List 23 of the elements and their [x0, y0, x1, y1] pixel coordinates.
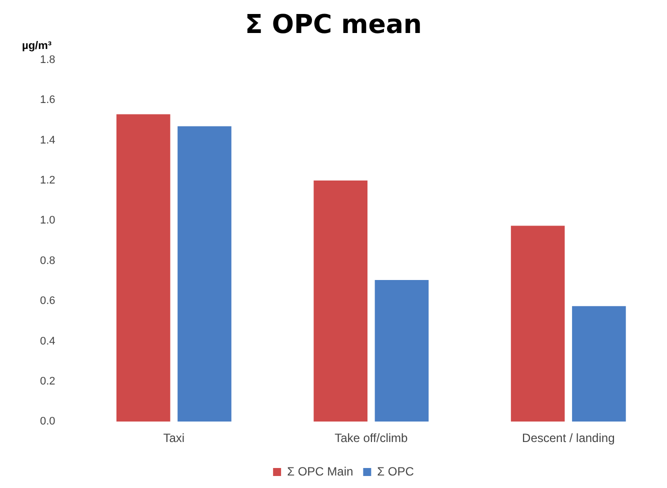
y-tick-label: 0.4	[40, 335, 56, 348]
bar	[572, 306, 626, 422]
x-tick-label: Taxi	[163, 431, 185, 446]
y-tick-label: 1.8	[40, 54, 56, 66]
bar	[314, 180, 368, 422]
y-tick-label: 0.8	[40, 254, 56, 267]
bar	[510, 226, 565, 422]
y-tick-label: 0.2	[40, 375, 56, 388]
y-tick-label: 1.4	[40, 134, 56, 146]
legend-label: Σ OPC Main	[287, 464, 354, 478]
bar	[374, 280, 429, 422]
y-tick-label: 1.0	[40, 214, 56, 227]
y-tick-label: 1.2	[40, 174, 56, 187]
chart-title: Σ OPC mean	[244, 10, 423, 40]
y-tick-label: 1.6	[40, 94, 56, 106]
bar	[116, 114, 170, 422]
y-tick-label: 0.6	[40, 295, 56, 308]
y-axis-title: µg/m³	[22, 40, 52, 52]
x-tick-label: Take off/climb	[334, 431, 408, 446]
legend-label: Σ OPC	[377, 464, 414, 478]
bar	[178, 126, 232, 422]
x-tick-label: Descent / landing	[522, 431, 615, 446]
y-tick-label: 0.0	[40, 416, 56, 428]
